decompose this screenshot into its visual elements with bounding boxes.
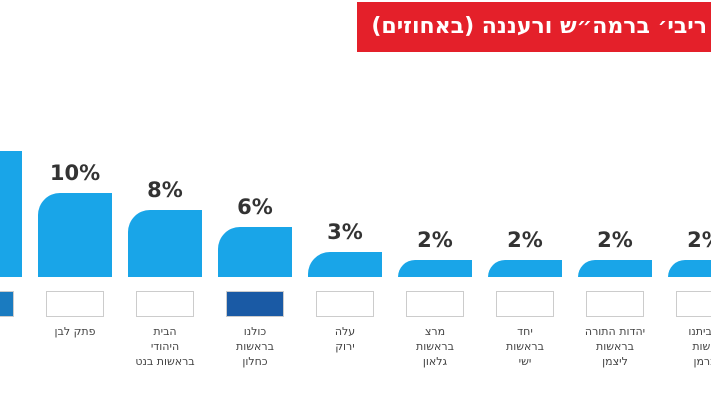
bar bbox=[218, 226, 292, 277]
value-label: 6% bbox=[237, 194, 273, 219]
party-logo bbox=[586, 291, 644, 317]
x-tick-label: יחד בראשות ישי bbox=[506, 325, 544, 368]
value-label: 2% bbox=[687, 228, 711, 253]
x-tick-label: ל ביתנו אשות ברמן bbox=[688, 325, 711, 368]
party-logo bbox=[46, 291, 104, 317]
bar bbox=[308, 251, 382, 277]
x-tick-label: מרצ בראשות גלאון bbox=[416, 325, 454, 368]
bar bbox=[578, 260, 652, 277]
value-label: 10% bbox=[49, 161, 101, 185]
value-label: 2% bbox=[597, 228, 633, 253]
x-tick-label: כולנו בראשות כחלון bbox=[236, 325, 274, 368]
value-label: 3% bbox=[327, 219, 363, 244]
bar bbox=[668, 260, 711, 277]
party-logo bbox=[406, 291, 464, 317]
party-logo bbox=[316, 291, 374, 317]
title-box: ריבי׳ ברמה״ש ורעננה (באחוזים) bbox=[357, 2, 711, 52]
x-tick-label: יהדות התורה בראשות ליצמן bbox=[584, 325, 646, 368]
bar bbox=[0, 151, 22, 277]
party-logo bbox=[496, 291, 554, 317]
bar bbox=[398, 260, 472, 277]
party-logo bbox=[0, 291, 14, 317]
value-label: % bbox=[0, 119, 30, 143]
x-tick-label: הבית היהודי בראשות בנט bbox=[135, 325, 195, 368]
x-tick-label: עלה ירוק bbox=[334, 325, 356, 353]
party-logo bbox=[136, 291, 194, 317]
bar bbox=[128, 209, 202, 277]
bar bbox=[488, 260, 562, 277]
value-label: 2% bbox=[507, 228, 543, 253]
value-label: 2% bbox=[417, 228, 453, 253]
bar bbox=[38, 193, 112, 277]
party-logo bbox=[226, 291, 284, 317]
value-label: 8% bbox=[147, 177, 183, 202]
party-logo bbox=[676, 291, 711, 317]
x-tick-label: פתק לבן bbox=[54, 325, 96, 338]
chart-title: ריבי׳ ברמה״ש ורעננה (באחוזים) bbox=[371, 14, 707, 39]
